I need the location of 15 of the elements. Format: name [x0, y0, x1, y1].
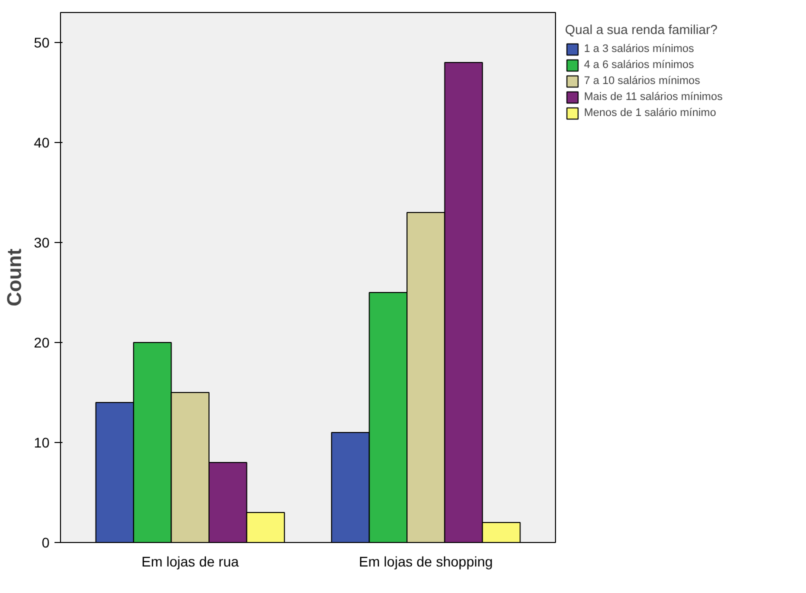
legend-label: Mais de 11 salários mínimos [584, 90, 723, 104]
y-tick-label: 0 [42, 534, 50, 550]
legend-label: 7 a 10 salários mínimos [584, 74, 700, 88]
legend-label: 1 a 3 salários mínimos [584, 42, 694, 56]
legend-title: Qual a sua renda familiar? [565, 22, 718, 37]
y-tick-label: 50 [34, 34, 50, 50]
legend-label: 4 a 6 salários mínimos [584, 58, 694, 72]
y-tick-label: 10 [34, 434, 50, 450]
y-axis-title: Count [4, 248, 26, 306]
x-tick-label: Em lojas de rua [142, 554, 239, 570]
y-tick-label: 40 [34, 134, 50, 150]
x-tick-label: Em lojas de shopping [358, 554, 493, 570]
y-tick-label: 20 [34, 334, 50, 350]
y-tick-label: 30 [34, 234, 50, 250]
legend-label: Menos de 1 salário mínimo [584, 106, 716, 120]
